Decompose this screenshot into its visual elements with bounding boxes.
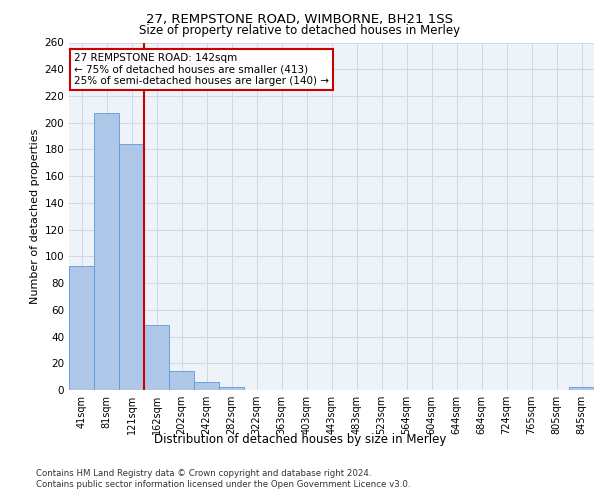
Bar [569,388,594,390]
Text: Distribution of detached houses by size in Merley: Distribution of detached houses by size … [154,432,446,446]
Y-axis label: Number of detached properties: Number of detached properties [30,128,40,304]
Text: Size of property relative to detached houses in Merley: Size of property relative to detached ho… [139,24,461,37]
Text: 27, REMPSTONE ROAD, WIMBORNE, BH21 1SS: 27, REMPSTONE ROAD, WIMBORNE, BH21 1SS [146,12,454,26]
Text: Contains public sector information licensed under the Open Government Licence v3: Contains public sector information licen… [36,480,410,489]
Text: Contains HM Land Registry data © Crown copyright and database right 2024.: Contains HM Land Registry data © Crown c… [36,469,371,478]
Bar [144,324,169,390]
Bar [69,266,94,390]
Bar [194,382,219,390]
Bar [119,144,144,390]
Bar [94,114,119,390]
Bar [219,388,244,390]
Bar [169,372,194,390]
Text: 27 REMPSTONE ROAD: 142sqm
← 75% of detached houses are smaller (413)
25% of semi: 27 REMPSTONE ROAD: 142sqm ← 75% of detac… [74,53,329,86]
